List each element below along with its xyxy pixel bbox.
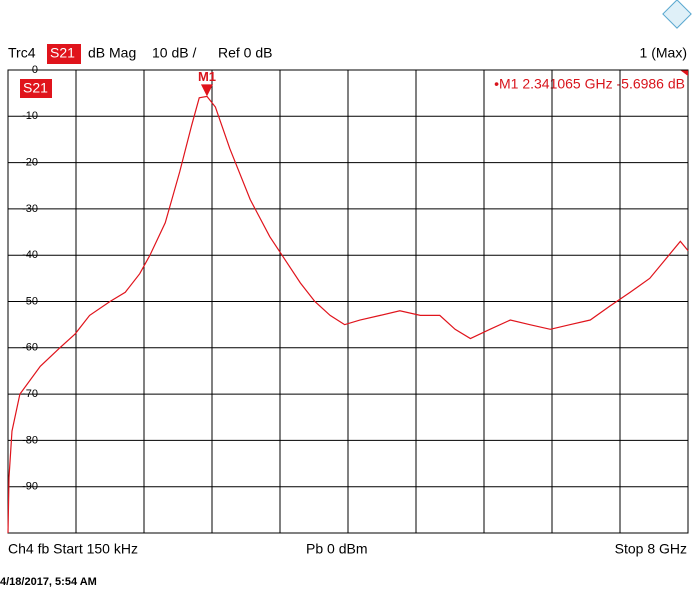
trace-name: Trc4 [8, 45, 36, 61]
y-tick-label: -10 [22, 110, 38, 122]
y-tick-label: -50 [22, 295, 38, 307]
marker-label: M1 [198, 69, 216, 84]
y-tick-label: -80 [22, 434, 38, 446]
scale: 10 dB / [152, 45, 196, 61]
y-tick-label: -90 [22, 481, 38, 493]
param-box [47, 44, 81, 64]
y-tick-label: 0 [32, 64, 38, 76]
ref-arrow [680, 70, 688, 76]
channel-state: 1 (Max) [640, 45, 687, 61]
y-tick-label: -40 [22, 249, 38, 261]
parameter: S21 [50, 45, 75, 61]
footer-left: Ch4 fb Start 150 kHz [8, 541, 138, 557]
y-tick-label: -30 [22, 203, 38, 215]
y-tick-label: -70 [22, 388, 38, 400]
y-tick-label: -60 [22, 342, 38, 354]
marker [200, 84, 213, 97]
timestamp: 4/18/2017, 5:54 AM [0, 576, 97, 588]
footer-center: Pb 0 dBm [306, 541, 367, 557]
logo [662, 0, 692, 29]
trace-label-box [20, 79, 52, 98]
trace [7, 95, 689, 534]
footer-right: Stop 8 GHz [615, 541, 687, 557]
marker-readout: •M1 2.341065 GHz -5.6986 dB [494, 76, 685, 92]
format: dB Mag [88, 45, 136, 61]
y-tick-label: -20 [22, 157, 38, 169]
reference: Ref 0 dB [218, 45, 272, 61]
trace-label: S21 [23, 80, 48, 96]
